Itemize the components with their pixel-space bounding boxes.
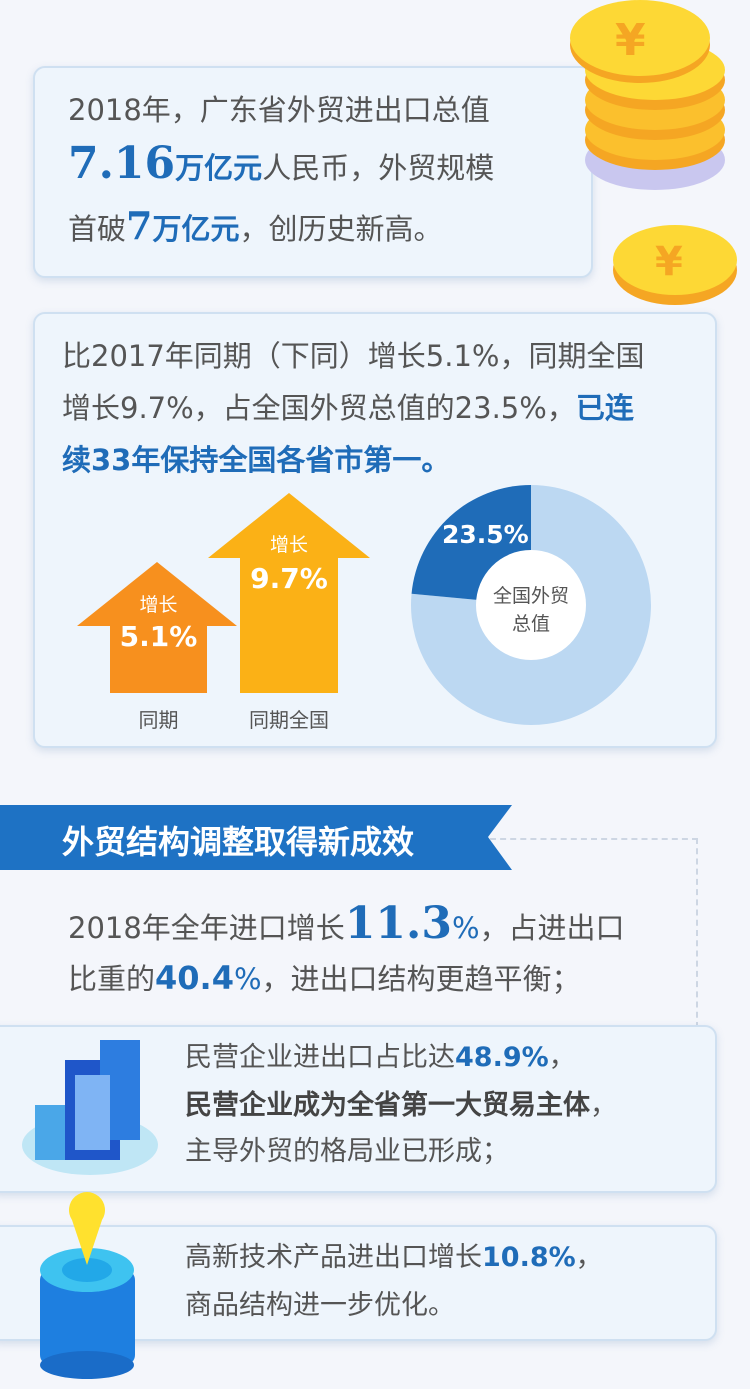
g2-pre: 增长9.7%，占全国外贸总值的23.5%，: [62, 391, 576, 425]
imp2-num: 40.4: [155, 959, 234, 997]
hitech-line2: 商品结构进一步优化。: [185, 1290, 455, 1321]
total-line3: 首破7万亿元，创历史新高。: [68, 200, 443, 255]
h1-pre: 高新技术产品进出口增长: [185, 1242, 482, 1273]
t3-rest: ，创历史新高。: [239, 212, 443, 246]
share-donut: [411, 485, 651, 725]
donut-value: 23.5%: [442, 520, 529, 549]
t3-num: 7: [126, 203, 153, 248]
imp2-pre: 比重的: [68, 962, 156, 996]
growth-line1: 比2017年同期（下同）增长5.1%，同期全国: [62, 339, 645, 373]
donut-center-label: 全国外贸 总值: [471, 582, 591, 638]
p2-post: ，: [590, 1090, 617, 1121]
total-line1: 2018年，广东省外贸进出口总值: [68, 93, 490, 127]
private-line1: 民营企业进出口占比达48.9%，: [185, 1032, 576, 1084]
total-value: 7.16: [68, 138, 176, 189]
hitech-line1: 高新技术产品进出口增长10.8%，: [185, 1232, 603, 1284]
svg-text:¥: ¥: [615, 15, 646, 66]
dashed-frame: [490, 838, 698, 1028]
h1-post: ，: [575, 1242, 603, 1273]
p1-pre: 民营企业进出口占比达: [185, 1042, 455, 1073]
p1-post: ，: [548, 1042, 576, 1073]
total-value-card: [33, 66, 593, 278]
arrow-provincial: [77, 562, 237, 693]
donut-hole: [476, 550, 586, 660]
h1-num: 10.8%: [482, 1242, 576, 1273]
imp-num: 11.3: [344, 898, 452, 949]
total-line2: 7.16万亿元人民币，外贸规模: [68, 138, 494, 194]
lightbulb-server-icon: [40, 1192, 135, 1379]
imp2-pct: %: [233, 962, 262, 996]
arrow1-top: 增长: [139, 594, 178, 616]
imp-post: ，占进出口: [479, 911, 625, 945]
section-title: 外贸结构调整取得新成效: [62, 823, 415, 861]
t3-unit: 万亿元: [152, 212, 240, 246]
import-line2: 比重的40.4%，进出口结构更趋平衡；: [68, 952, 581, 1005]
private-line2: 民营企业成为全省第一大贸易主体，: [185, 1080, 617, 1132]
arrow2-value: 9.7%: [250, 562, 328, 595]
p1-num: 48.9%: [455, 1042, 549, 1073]
total-unit: 万亿元: [175, 151, 263, 185]
total-line2-rest: 人民币，外贸规模: [262, 151, 495, 185]
arrow2-top: 增长: [269, 534, 308, 556]
svg-text:¥: ¥: [655, 239, 683, 285]
imp2-post: ，进出口结构更趋平衡；: [261, 962, 581, 996]
center-l2: 总值: [511, 613, 550, 635]
t3-pre: 首破: [68, 212, 127, 246]
imp-pre: 2018年全年进口增长: [68, 911, 345, 945]
center-l1: 全国外贸: [492, 585, 569, 607]
private-line3: 主导外贸的格局业已形成；: [185, 1136, 509, 1167]
import-line1: 2018年全年进口增长11.3%，占进出口: [68, 898, 625, 954]
imp-pct: %: [451, 911, 480, 945]
arrow1-value: 5.1%: [119, 620, 198, 653]
arrow-national: [208, 493, 370, 693]
g2-bold: 已连: [575, 391, 634, 425]
arrow1-label: 同期: [138, 708, 179, 732]
section-banner: [0, 805, 512, 870]
growth-line3: 续33年保持全国各省市第一。: [62, 443, 451, 477]
p2-bold: 民营企业成为全省第一大贸易主体: [185, 1090, 590, 1121]
arrow2-label: 同期全国: [249, 708, 329, 732]
growth-line2: 增长9.7%，占全国外贸总值的23.5%，已连: [62, 382, 634, 434]
coins-icon: ¥ ¥: [570, 0, 737, 305]
buildings-icon: [22, 1040, 158, 1175]
growth-arrows: [77, 493, 370, 693]
